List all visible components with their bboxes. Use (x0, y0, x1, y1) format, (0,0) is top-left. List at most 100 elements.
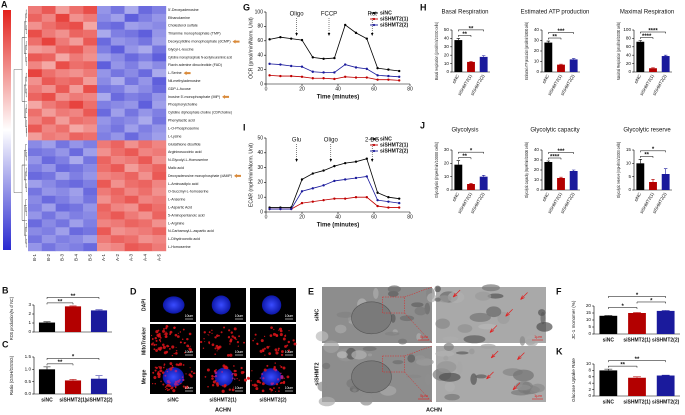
heatmap-cell (83, 21, 98, 30)
heatmap-cell (152, 195, 167, 204)
scale-label: 10um (185, 386, 194, 390)
column-label: A-2 (115, 254, 120, 262)
heatmap-cell (83, 219, 98, 228)
significance-bracket (640, 150, 666, 153)
mitochondria (174, 333, 178, 337)
heatmap-cell (28, 13, 42, 23)
y-tick-label: 0 (536, 187, 539, 192)
heatmap-cell (41, 227, 56, 236)
heatmap-cell (28, 227, 42, 236)
y-tick-label: 20 (534, 48, 540, 53)
heatmap-cell (110, 37, 125, 46)
significance-bracket (548, 152, 574, 154)
annotation-arrowhead (370, 33, 374, 36)
legend-marker (372, 23, 376, 27)
mitochondria (261, 389, 265, 393)
series-point (398, 197, 401, 200)
heatmap-cell (28, 37, 42, 46)
heatmap-cell (41, 164, 56, 173)
organelle (486, 306, 502, 318)
heatmap-cell (55, 187, 70, 196)
mitochondria (223, 326, 226, 329)
heatmap-cell (83, 45, 98, 54)
mitochondria (171, 364, 174, 367)
row-label: Ethanolamine (168, 16, 190, 20)
dendrogram (24, 76, 27, 94)
mitochondria (238, 379, 240, 381)
heatmap-cell (28, 132, 42, 141)
panel-letter: C (2, 339, 9, 349)
heatmap-cell (28, 100, 42, 109)
mitochondria (233, 365, 235, 367)
series-point (279, 207, 282, 211)
x-tick-label: siSHMT2(2) (652, 399, 680, 405)
significance-label: * (636, 293, 639, 299)
heatmap-cell (41, 116, 56, 125)
organelle (425, 374, 432, 385)
mitochondria (269, 345, 271, 347)
y-tick-label: 5 (588, 324, 591, 329)
mitochondria (165, 327, 168, 330)
mitochondria (211, 377, 214, 380)
mitochondria (232, 386, 235, 388)
heatmap-cell (97, 85, 111, 94)
mitochondria (235, 370, 237, 372)
series-point (311, 56, 314, 59)
dendrogram (25, 207, 27, 216)
dendrogram (25, 238, 27, 248)
mitochondria (182, 328, 185, 331)
mitochondria (169, 362, 173, 365)
x-tick-label: 20 (299, 86, 305, 92)
heatmap-cell (41, 140, 56, 149)
dendrogram (25, 9, 27, 19)
heatmap-cell (124, 77, 139, 86)
pointer-arrow (489, 325, 498, 333)
mitochondria (199, 340, 203, 344)
row-label: L-O-Phosphoserine (168, 126, 199, 130)
dendrogram (25, 25, 27, 34)
heatmap-cell (152, 164, 167, 173)
organelle (387, 285, 401, 293)
organelle (438, 372, 461, 382)
mitochondria (162, 329, 166, 333)
heatmap-cell (83, 29, 98, 38)
error-bar (95, 375, 103, 379)
mitochondria (163, 328, 165, 330)
heatmap-cell (97, 124, 111, 133)
mitochondria (254, 333, 257, 336)
series-point (376, 78, 379, 81)
dendrogram (24, 144, 27, 157)
mitochondria (228, 329, 231, 332)
column-label: A-4 (142, 254, 147, 262)
bar (636, 163, 645, 190)
organelle (392, 360, 404, 365)
heatmap-cell (110, 116, 125, 125)
row-label: Inosine 5'-monophosphate (IMP) (168, 95, 220, 99)
mitochondria (236, 340, 240, 344)
heatmap-cell (55, 211, 70, 220)
y-tick-label: 0 (628, 187, 631, 192)
organelle (359, 394, 373, 406)
heatmap-cell (55, 53, 70, 62)
heatmap-cell (138, 45, 153, 54)
mitochondria (259, 349, 263, 353)
heatmap-cell (124, 85, 139, 94)
organelle (406, 374, 422, 379)
mitochondria (163, 333, 166, 335)
heatmap-cell (152, 187, 167, 196)
mitochondria (202, 347, 205, 349)
series-point (354, 66, 358, 69)
x-tick-label: 20 (299, 214, 305, 220)
heatmap-cell (69, 77, 84, 86)
bar (38, 322, 56, 332)
heatmap-cell (28, 108, 42, 117)
series-point (398, 69, 401, 73)
heatmap-cell (83, 77, 98, 86)
heatmap-cell (28, 116, 42, 125)
mitochondria (269, 334, 273, 337)
heatmap-cell (138, 13, 153, 23)
organelle (447, 291, 465, 303)
mitochondria (211, 383, 215, 387)
significance-label: * (470, 149, 473, 155)
mitochondria (151, 334, 153, 337)
